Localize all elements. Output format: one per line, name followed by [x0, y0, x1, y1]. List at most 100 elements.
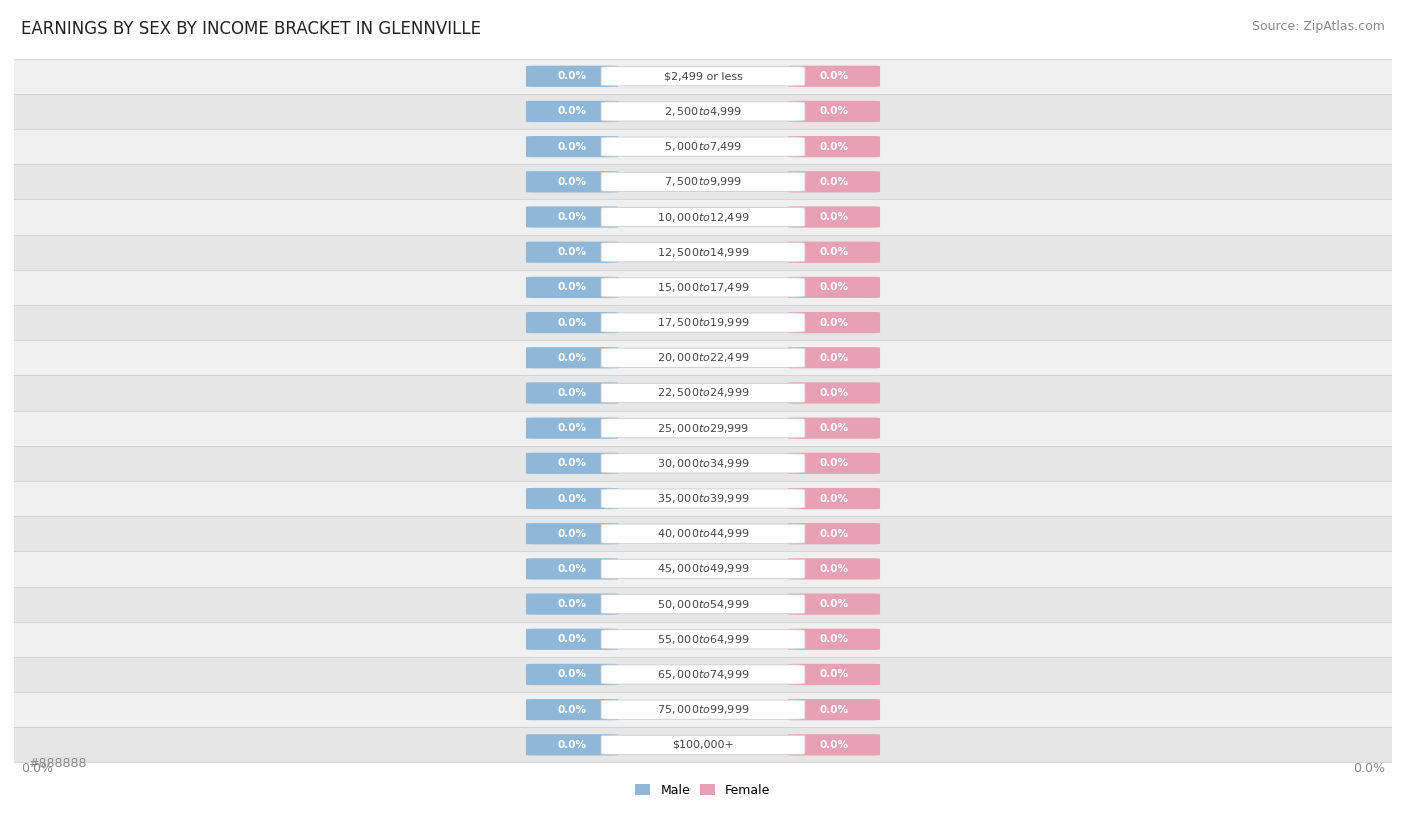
Text: 0.0%: 0.0% [558, 423, 586, 433]
Text: $15,000 to $17,499: $15,000 to $17,499 [657, 281, 749, 294]
FancyBboxPatch shape [526, 276, 619, 298]
Text: 0.0%: 0.0% [820, 388, 848, 398]
Bar [0, 129, 1406, 164]
Text: 0.0%: 0.0% [558, 528, 586, 539]
Text: 0.0%: 0.0% [558, 599, 586, 609]
Text: 0.0%: 0.0% [558, 705, 586, 715]
Bar [0, 551, 1406, 586]
Bar [0, 305, 1406, 340]
Text: 0.0%: 0.0% [558, 72, 586, 81]
Bar [0, 93, 1406, 129]
FancyBboxPatch shape [526, 312, 619, 333]
Text: 0.0%: 0.0% [558, 353, 586, 363]
Text: 0.0%: 0.0% [820, 177, 848, 187]
Text: $22,500 to $24,999: $22,500 to $24,999 [657, 386, 749, 399]
Text: $50,000 to $54,999: $50,000 to $54,999 [657, 598, 749, 611]
Text: $10,000 to $12,499: $10,000 to $12,499 [657, 211, 749, 224]
Bar [0, 728, 1406, 763]
Text: $17,500 to $19,999: $17,500 to $19,999 [657, 316, 749, 329]
Text: 0.0%: 0.0% [820, 599, 848, 609]
Text: $30,000 to $34,999: $30,000 to $34,999 [657, 457, 749, 470]
FancyBboxPatch shape [600, 348, 806, 367]
Text: 0.0%: 0.0% [820, 459, 848, 468]
Text: 0.0%: 0.0% [820, 107, 848, 116]
FancyBboxPatch shape [526, 699, 619, 720]
Legend: Male, Female: Male, Female [636, 784, 770, 797]
Text: EARNINGS BY SEX BY INCOME BRACKET IN GLENNVILLE: EARNINGS BY SEX BY INCOME BRACKET IN GLE… [21, 20, 481, 38]
FancyBboxPatch shape [600, 172, 806, 191]
Text: 0.0%: 0.0% [820, 212, 848, 222]
Text: 0.0%: 0.0% [558, 177, 586, 187]
FancyBboxPatch shape [787, 312, 880, 333]
Text: 0.0%: 0.0% [820, 141, 848, 152]
Bar [0, 622, 1406, 657]
Text: 0.0%: 0.0% [1353, 762, 1385, 775]
FancyBboxPatch shape [787, 382, 880, 403]
Bar [0, 692, 1406, 728]
Text: $65,000 to $74,999: $65,000 to $74,999 [657, 668, 749, 681]
FancyBboxPatch shape [787, 699, 880, 720]
Text: 0.0%: 0.0% [820, 247, 848, 257]
Bar [0, 270, 1406, 305]
FancyBboxPatch shape [787, 241, 880, 263]
FancyBboxPatch shape [526, 241, 619, 263]
Text: 0.0%: 0.0% [558, 107, 586, 116]
FancyBboxPatch shape [787, 66, 880, 87]
FancyBboxPatch shape [787, 101, 880, 122]
FancyBboxPatch shape [526, 66, 619, 87]
FancyBboxPatch shape [600, 313, 806, 333]
FancyBboxPatch shape [526, 734, 619, 755]
FancyBboxPatch shape [600, 242, 806, 262]
Text: 0.0%: 0.0% [558, 669, 586, 680]
Text: $40,000 to $44,999: $40,000 to $44,999 [657, 527, 749, 540]
FancyBboxPatch shape [787, 453, 880, 474]
Text: Source: ZipAtlas.com: Source: ZipAtlas.com [1251, 20, 1385, 33]
Text: 0.0%: 0.0% [820, 423, 848, 433]
Text: 0.0%: 0.0% [820, 528, 848, 539]
Bar [0, 446, 1406, 481]
Text: 0.0%: 0.0% [558, 388, 586, 398]
FancyBboxPatch shape [526, 593, 619, 615]
FancyBboxPatch shape [526, 382, 619, 403]
FancyBboxPatch shape [787, 136, 880, 157]
FancyBboxPatch shape [787, 664, 880, 685]
Text: 0.0%: 0.0% [558, 740, 586, 750]
Text: $75,000 to $99,999: $75,000 to $99,999 [657, 703, 749, 716]
FancyBboxPatch shape [787, 593, 880, 615]
Text: $7,500 to $9,999: $7,500 to $9,999 [664, 176, 742, 189]
Text: $100,000+: $100,000+ [672, 740, 734, 750]
Text: 0.0%: 0.0% [558, 212, 586, 222]
FancyBboxPatch shape [600, 489, 806, 508]
Bar [0, 657, 1406, 692]
Text: 0.0%: 0.0% [820, 353, 848, 363]
Text: 0.0%: 0.0% [558, 459, 586, 468]
FancyBboxPatch shape [787, 207, 880, 228]
FancyBboxPatch shape [600, 524, 806, 543]
FancyBboxPatch shape [787, 628, 880, 650]
FancyBboxPatch shape [526, 523, 619, 545]
FancyBboxPatch shape [526, 559, 619, 580]
FancyBboxPatch shape [787, 172, 880, 193]
FancyBboxPatch shape [787, 488, 880, 509]
Text: #888888: #888888 [28, 757, 86, 770]
FancyBboxPatch shape [600, 594, 806, 614]
FancyBboxPatch shape [526, 207, 619, 228]
FancyBboxPatch shape [600, 67, 806, 86]
Text: $20,000 to $22,499: $20,000 to $22,499 [657, 351, 749, 364]
Text: 0.0%: 0.0% [820, 282, 848, 293]
FancyBboxPatch shape [526, 488, 619, 509]
FancyBboxPatch shape [526, 453, 619, 474]
FancyBboxPatch shape [526, 418, 619, 439]
FancyBboxPatch shape [600, 278, 806, 297]
FancyBboxPatch shape [600, 102, 806, 121]
Bar [0, 481, 1406, 516]
Text: 0.0%: 0.0% [558, 564, 586, 574]
Text: $35,000 to $39,999: $35,000 to $39,999 [657, 492, 749, 505]
Text: 0.0%: 0.0% [558, 247, 586, 257]
Text: 0.0%: 0.0% [820, 634, 848, 644]
Text: 0.0%: 0.0% [820, 72, 848, 81]
FancyBboxPatch shape [600, 384, 806, 402]
FancyBboxPatch shape [526, 628, 619, 650]
Text: 0.0%: 0.0% [558, 141, 586, 152]
FancyBboxPatch shape [526, 101, 619, 122]
